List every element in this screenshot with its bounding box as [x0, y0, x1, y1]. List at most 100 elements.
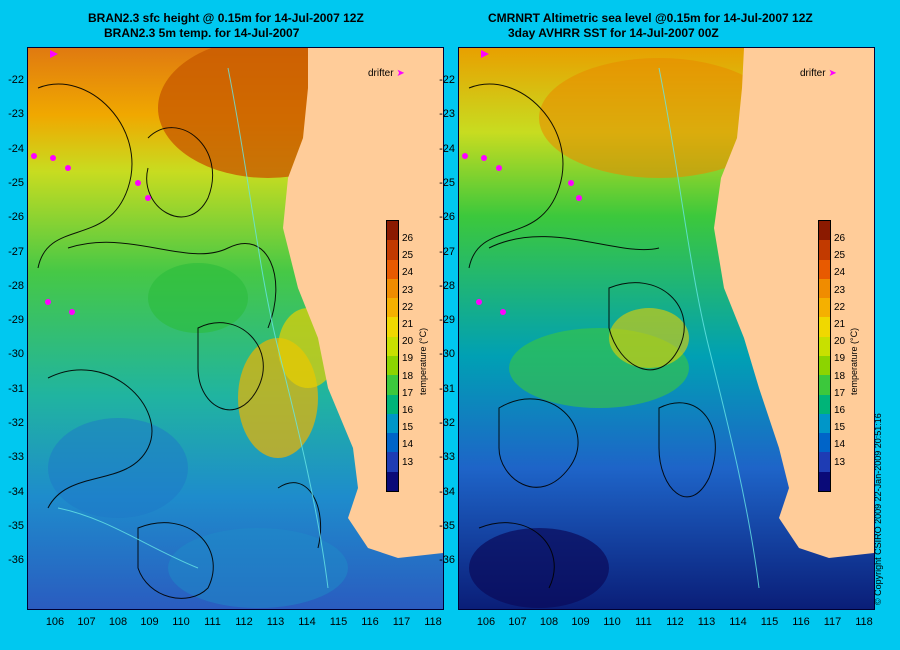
colorbar-segment — [387, 259, 398, 279]
colorbar-segment — [819, 375, 830, 395]
latitude-tick: -29 — [439, 314, 455, 327]
colorbar-segment — [819, 278, 830, 299]
colorbar-tick: 13 — [834, 456, 846, 468]
latitude-tick: -35 — [439, 519, 455, 532]
latitude-tick: -33 — [8, 451, 24, 464]
longitude-tick: 110 — [603, 616, 621, 628]
right-title-line2: 3day AVHRR SST for 14-Jul-2007 00Z — [508, 26, 719, 40]
colorbar-tick: 25 — [834, 250, 846, 262]
longitude-tick: 111 — [635, 616, 652, 628]
longitude-tick: 106 — [476, 616, 496, 628]
longitude-tick: 112 — [666, 616, 684, 628]
colorbar-tick: 16 — [834, 405, 846, 416]
longitude-tick: 118 — [424, 616, 442, 628]
latitude-tick: -25 — [439, 176, 455, 189]
colorbar-segment — [387, 452, 398, 472]
colorbar-tick: 20 — [402, 336, 414, 348]
colorbar-segment — [387, 221, 398, 241]
australia-land — [714, 48, 874, 558]
longitude-tick: 107 — [508, 616, 527, 628]
longitude-tick: 115 — [760, 616, 779, 628]
colorbar-segment — [819, 452, 830, 472]
latitude-tick: -27 — [8, 245, 24, 258]
latitude-tick: -23 — [439, 108, 455, 121]
colorbar-tick: 24 — [402, 267, 414, 279]
latitude-tick: -24 — [439, 142, 455, 155]
latitude-tick: -30 — [8, 348, 24, 361]
colorbar-tick: 13 — [402, 456, 414, 468]
colorbar-tick: 14 — [834, 439, 846, 451]
longitude-tick: 109 — [140, 616, 159, 628]
latitude-tick: -33 — [439, 451, 455, 464]
colorbar-tick: 25 — [402, 250, 414, 262]
colorbar-tick: 20 — [834, 336, 846, 348]
left-title-line1: BRAN2.3 sfc height @ 0.15m for 14-Jul-20… — [88, 11, 364, 25]
longitude-tick: 108 — [108, 616, 128, 628]
latitude-tick: -25 — [8, 176, 24, 189]
left-colorbar-title: temperature (°C) — [418, 327, 428, 395]
longitude-tick: 113 — [697, 616, 716, 628]
colorbar-segment — [387, 375, 398, 395]
colorbar-segment — [387, 355, 398, 376]
colorbar-tick: 18 — [834, 370, 846, 382]
latitude-tick: -36 — [439, 554, 455, 567]
colorbar-segment — [387, 317, 398, 337]
longitude-tick: 118 — [855, 616, 873, 628]
right-map-svg — [459, 48, 874, 609]
right-map-panel — [458, 47, 875, 610]
colorbar-tick: 26 — [402, 233, 414, 244]
longitude-tick: 116 — [361, 616, 379, 628]
longitude-tick: 115 — [329, 616, 348, 628]
longitude-tick: 111 — [204, 616, 221, 628]
longitude-tick: 114 — [298, 616, 316, 628]
longitude-tick: 116 — [792, 616, 810, 628]
latitude-tick: -26 — [8, 211, 24, 224]
colorbar-segment — [819, 240, 830, 260]
longitude-tick: 108 — [539, 616, 559, 628]
colorbar-segment — [819, 355, 830, 376]
colorbar-tick: 15 — [402, 422, 414, 434]
colorbar-tick: 19 — [402, 353, 414, 365]
latitude-tick: -32 — [439, 417, 455, 429]
latitude-tick: -28 — [439, 279, 455, 292]
longitude-tick: 112 — [235, 616, 253, 628]
longitude-tick: 114 — [729, 616, 747, 628]
colorbar-tick: 22 — [402, 301, 414, 313]
latitude-tick: -24 — [8, 142, 24, 155]
colorbar-segment — [387, 433, 398, 453]
copyright: © Copyright CSIRO 2009 22-Jan-2009 20:51… — [873, 413, 883, 605]
colorbar-tick: 23 — [402, 284, 414, 296]
colorbar-tick: 17 — [402, 387, 414, 399]
longitude-tick: 107 — [77, 616, 96, 628]
colorbar-segment — [819, 471, 830, 491]
longitude-tick: 110 — [172, 616, 190, 628]
left-drifter-label: drifter ➤ — [368, 68, 405, 79]
colorbar-segment — [387, 394, 398, 414]
colorbar-segment — [387, 471, 398, 491]
colorbar-tick: 24 — [834, 267, 846, 279]
colorbar-tick: 21 — [402, 319, 414, 330]
left-colorbar — [386, 220, 399, 492]
right-drifter-label: drifter ➤ — [800, 68, 837, 79]
left-map-svg — [28, 48, 443, 609]
colorbar-segment — [387, 413, 398, 434]
longitude-tick: 117 — [823, 616, 842, 628]
colorbar-tick: 21 — [834, 319, 846, 330]
colorbar-segment — [819, 259, 830, 279]
colorbar-segment — [387, 298, 398, 318]
latitude-tick: -22 — [8, 74, 24, 86]
latitude-tick: -26 — [439, 211, 455, 224]
colorbar-tick: 15 — [834, 422, 846, 434]
colorbar-tick: 14 — [402, 439, 414, 451]
colorbar-segment — [819, 433, 830, 453]
colorbar-segment — [819, 221, 830, 241]
latitude-tick: -34 — [439, 485, 455, 498]
latitude-tick: -27 — [439, 245, 455, 258]
latitude-tick: -31 — [8, 382, 24, 395]
latitude-tick: -32 — [8, 417, 24, 429]
colorbar-tick: 18 — [402, 370, 414, 382]
colorbar-segment — [387, 336, 398, 356]
colorbar-segment — [819, 413, 830, 434]
colorbar-segment — [387, 278, 398, 299]
colorbar-tick: 23 — [834, 284, 846, 296]
